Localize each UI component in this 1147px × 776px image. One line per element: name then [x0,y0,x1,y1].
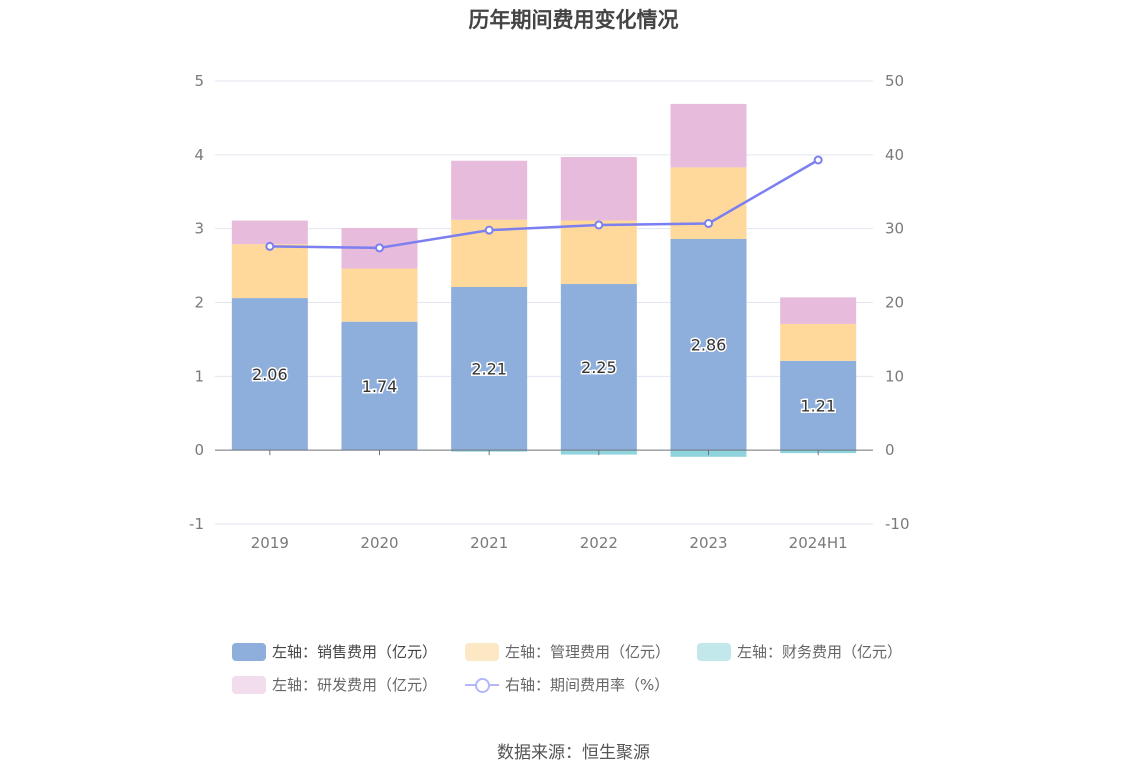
data-label: 2.21 [471,360,507,379]
bar-1-2024H1 [780,323,857,361]
legend-item-rd[interactable]: 左轴：研发费用（亿元） [232,674,437,695]
expense-rate-point-2022 [594,220,604,230]
left-axis-tick-label: 2 [194,294,204,312]
bar-1-2019 [231,244,308,299]
legend-swatch-sales [232,642,266,661]
left-axis-tick-label: -1 [189,515,204,533]
legend-swatch-expense-rate [465,676,499,694]
data-label: 1.21 [800,396,836,415]
right-axis-tick-label: 10 [885,367,904,385]
expense-rate-point-2023 [704,218,713,228]
bar-3-2023 [670,103,747,168]
data-source-note: 数据来源：恒生聚源 [497,743,650,763]
legend-item-expense-rate[interactable]: 右轴：期间费用率（%） [465,674,669,695]
x-axis-label: 2023 [689,534,727,552]
data-label: 2.25 [581,358,617,377]
legend-swatch-admin [465,642,499,661]
right-axis-tick-label: 0 [885,441,895,459]
bar-0-2023 [670,239,747,451]
expense-rate-point-2019 [265,241,275,251]
bar-1-2022 [560,220,637,285]
left-axis-tick-label: 4 [194,146,204,164]
bar-0-2020 [341,321,418,451]
legend-item-finance[interactable]: 左轴：财务费用（亿元） [697,641,902,662]
x-axis-label: 2022 [580,534,618,552]
expense-rate-point-2021 [484,225,494,235]
bar-3-2024H1 [780,297,857,324]
bar-0-2024H1 [780,360,857,451]
legend-label-expense-rate: 右轴：期间费用率（%） [505,676,670,694]
legend-item-sales[interactable]: 左轴：销售费用（亿元） [232,641,437,662]
data-label: 1.74 [362,377,398,396]
bar-1-2020 [341,268,418,322]
data-label: 2.86 [691,336,727,355]
x-axis-label: 2019 [251,534,289,552]
left-axis-tick-label: 1 [194,367,204,385]
expense-rate-line [269,158,819,250]
legend-swatch-rd [232,675,266,694]
x-axis-label: 2020 [360,534,398,552]
left-axis-tick-label: 0 [194,441,204,459]
left-axis-tick-label: 3 [194,220,204,238]
right-axis-tick-label: 50 [885,72,904,90]
bar-0-2021 [451,286,528,451]
bar-0-2019 [231,298,308,451]
legend-swatch-finance [697,642,731,661]
bar-1-2023 [670,167,747,240]
bar-3-2019 [231,220,308,245]
bar-3-2022 [560,157,637,221]
right-axis-tick-label: 30 [885,220,904,238]
left-axis-tick-label: 5 [194,72,204,90]
legend-label-admin: 左轴：管理费用（亿元） [505,643,671,661]
right-axis-tick-label: -10 [885,515,910,533]
legend-item-admin[interactable]: 左轴：管理费用（亿元） [465,641,670,662]
right-axis-tick-label: 20 [885,294,904,312]
expense-rate-point-2020 [375,243,384,253]
x-axis-label: 2024H1 [789,534,848,552]
bar-0-2022 [560,284,637,451]
chart-title: 历年期间费用变化情况 [468,8,679,32]
legend-label-sales: 左轴：销售费用（亿元） [272,643,438,661]
bar-3-2021 [451,160,528,220]
legend-label-rd: 左轴：研发费用（亿元） [272,676,438,694]
right-axis-tick-label: 40 [885,146,904,164]
legend-label-finance: 左轴：财务费用（亿元） [737,643,903,661]
expense-rate-point-2024H1 [813,155,823,165]
x-axis-label: 2021 [470,534,508,552]
data-label: 2.06 [252,365,288,384]
